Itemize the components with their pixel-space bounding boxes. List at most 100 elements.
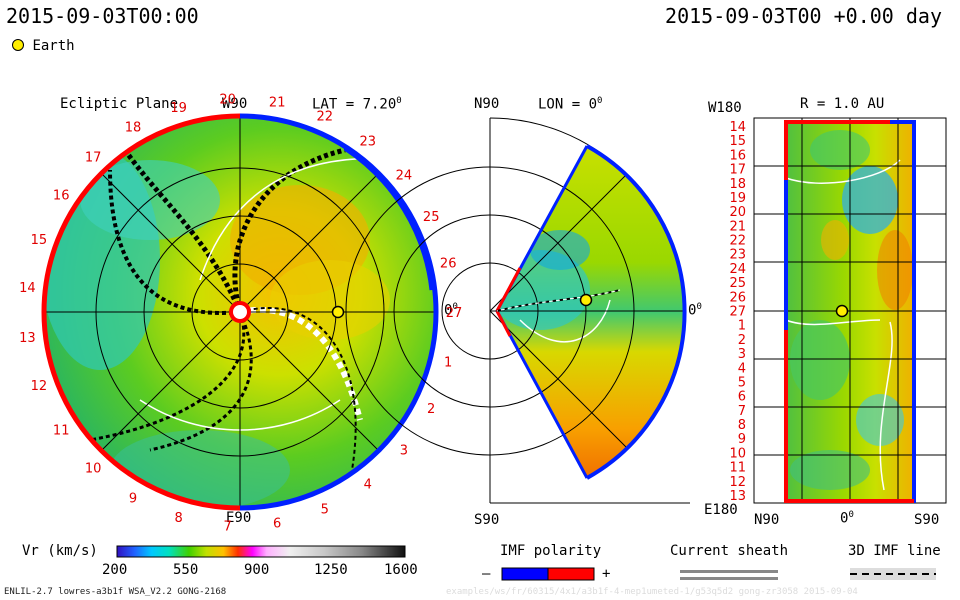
ecliptic-boundary-negative <box>343 145 435 291</box>
radial-carrington-label: 7 <box>738 404 746 419</box>
radial-carrington-label: 17 <box>729 163 746 178</box>
radial-title: R = 1.0 AU <box>800 96 885 112</box>
imf-polarity-title: IMF polarity <box>500 543 602 559</box>
imf-3d-title: 3D IMF line <box>848 543 941 559</box>
lat-degree: 0 <box>396 96 402 106</box>
current-sheath-arm <box>89 311 246 442</box>
sheath-line-swatch <box>680 577 778 580</box>
slow-wind-region <box>790 320 850 400</box>
carrington-label: 19 <box>170 101 187 116</box>
radial-carrington-label: 21 <box>729 219 746 234</box>
current-sheath-legend <box>680 570 778 580</box>
meridional-grid <box>345 166 683 456</box>
fast-wind-region <box>270 260 390 340</box>
meridional-plane-panel <box>345 117 690 504</box>
carrington-label: 15 <box>31 233 48 248</box>
radial-carrington-label: 4 <box>738 361 746 376</box>
imf-plus-label: + <box>602 566 611 582</box>
radial-carrington-label: 12 <box>729 475 746 490</box>
current-sheath-arm <box>239 306 363 421</box>
imf-negative-swatch <box>501 567 549 581</box>
radial-carrington-labels: 1415161718192021222324252627123456789101… <box>729 120 746 504</box>
radial-carrington-label: 23 <box>729 248 746 263</box>
radial-carrington-label: 20 <box>729 205 746 220</box>
radial-x-label-n90: N90 <box>754 512 780 528</box>
carrington-label: 25 <box>423 210 440 225</box>
radial-x-label-0: 00 <box>840 510 854 527</box>
carrington-label: 21 <box>269 95 286 110</box>
ecliptic-right-label: 00 <box>444 302 458 319</box>
ecliptic-right-value: 0 <box>444 302 453 319</box>
earth-marker-icon <box>331 305 345 319</box>
imf-positive-swatch <box>547 567 595 581</box>
slow-wind-region <box>810 130 870 170</box>
contour-line <box>519 299 611 343</box>
path-footer: examples/ws/fr/60315/4x1/a3b1f-4-mep1ume… <box>446 587 858 597</box>
carrington-label: 1 <box>444 355 452 370</box>
slow-wind-region <box>842 166 898 234</box>
radial-carrington-label: 5 <box>738 376 746 391</box>
carrington-label: 13 <box>19 331 36 346</box>
grid-axis <box>489 173 628 312</box>
timestamp-right: 2015-09-03T00 +0.00 day <box>665 4 942 28</box>
meridional-boundary-positive <box>495 267 522 312</box>
radial-carrington-label: 1 <box>738 319 746 334</box>
carrington-label: 8 <box>174 511 182 526</box>
ecliptic-bottom-label: E90 <box>226 510 252 526</box>
contour-line <box>879 321 893 491</box>
radial-carrington-label: 15 <box>729 134 746 149</box>
carrington-label: 20 <box>219 92 236 107</box>
carrington-label: 4 <box>364 478 372 493</box>
model-footer: ENLIL-2.7 lowres-a3b1f WSA_V2.2 GONG-216… <box>4 587 227 597</box>
carrington-label: 27 <box>446 306 463 321</box>
colorbar-tick-900: 900 <box>244 562 270 578</box>
meridional-right-value: 0 <box>688 302 697 319</box>
radial-carrington-label: 11 <box>729 461 746 476</box>
radial-carrington-label: 13 <box>729 489 746 504</box>
fast-wind-region <box>877 230 913 310</box>
colorbar <box>116 545 406 558</box>
sheath-line-swatch <box>680 570 778 573</box>
current-sheath-title: Current sheath <box>670 543 789 559</box>
meridional-bottom-label: S90 <box>474 512 500 528</box>
carrington-label: 22 <box>317 110 334 125</box>
radial-grid <box>754 118 946 503</box>
imf-3d-legend <box>850 568 936 580</box>
radial-top-left-label: W180 <box>708 100 742 116</box>
colorbar-tick-1600: 1600 <box>384 562 418 578</box>
carrington-label: 18 <box>125 121 142 136</box>
radial-carrington-label: 10 <box>729 446 746 461</box>
ecliptic-boundary-positive <box>41 113 241 511</box>
meridional-boundary-negative <box>495 310 589 479</box>
radial-carrington-label: 16 <box>729 148 746 163</box>
radial-x-label-s90: S90 <box>914 512 940 528</box>
lon-value: LON = 0 <box>538 96 598 113</box>
earth-marker-icon <box>579 293 593 307</box>
earth-marker-icon <box>12 39 24 51</box>
colorbar-tick-200: 200 <box>102 562 128 578</box>
lon-degree: 0 <box>597 96 603 106</box>
radial-x-zero-value: 0 <box>840 510 849 527</box>
lat-value: LAT = 7.20 <box>312 96 397 113</box>
ecliptic-title: Ecliptic Plane <box>60 96 179 112</box>
meridional-boundary-positive <box>495 310 512 337</box>
radial-carrington-label: 19 <box>729 191 746 206</box>
grid-axis <box>489 310 628 449</box>
current-sheath-arm <box>108 169 241 315</box>
radial-carrington-label: 14 <box>729 120 746 135</box>
colorbar-tick-550: 550 <box>173 562 199 578</box>
current-sheath-arm <box>122 148 243 313</box>
carrington-label: 5 <box>321 503 329 518</box>
carrington-label: 7 <box>223 520 231 535</box>
radial-carrington-label: 22 <box>729 234 746 249</box>
imf-polarity-legend <box>501 567 595 581</box>
radial-carrington-label: 26 <box>729 290 746 305</box>
carrington-label: 26 <box>440 257 457 272</box>
carrington-label: 24 <box>396 168 413 183</box>
carrington-label: 3 <box>400 444 408 459</box>
carrington-label: 6 <box>273 517 281 532</box>
current-sheath-arm <box>239 306 357 471</box>
radial-carrington-label: 3 <box>738 347 746 362</box>
carrington-label: 23 <box>360 134 377 149</box>
